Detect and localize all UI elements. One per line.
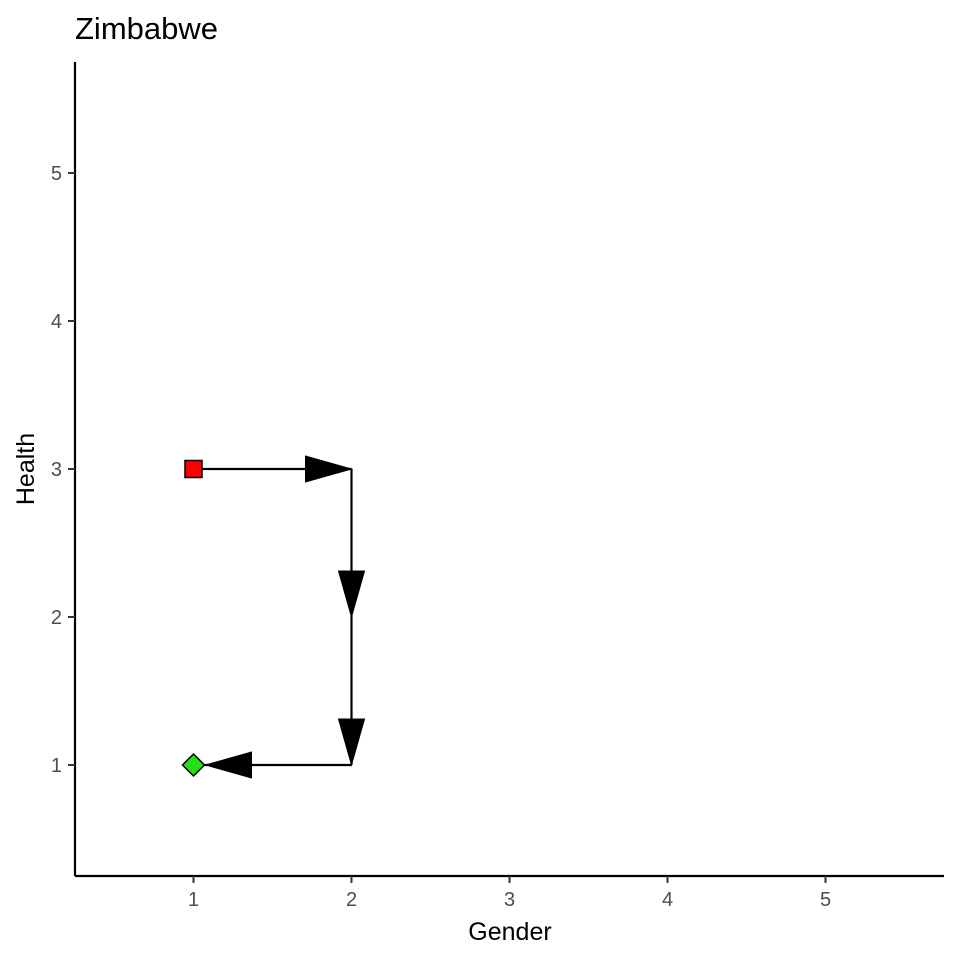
chart-title: Zimbabwe [75, 11, 218, 46]
y-tick-label: 4 [51, 311, 62, 333]
end-marker [181, 752, 206, 778]
y-ticks: 1 2 3 4 5 [51, 163, 75, 777]
start-marker [184, 459, 203, 479]
y-tick-label: 3 [51, 459, 62, 481]
x-tick-label: 1 [188, 889, 199, 911]
y-tick-label: 5 [51, 163, 62, 185]
arrowhead [203, 751, 252, 779]
plot-area [181, 455, 366, 779]
arrowhead [305, 455, 354, 483]
arrowhead [337, 570, 366, 619]
x-tick-label: 4 [662, 889, 673, 911]
x-ticks: 1 2 3 4 5 [188, 876, 831, 911]
x-tick-label: 2 [346, 889, 357, 911]
y-tick-label: 1 [51, 755, 62, 777]
y-tick-label: 2 [51, 607, 62, 629]
x-axis-label: Gender [468, 918, 551, 946]
x-tick-label: 3 [504, 889, 515, 911]
arrowhead [337, 718, 366, 767]
x-tick-label: 5 [820, 889, 831, 911]
y-axis-label: Health [12, 433, 40, 505]
